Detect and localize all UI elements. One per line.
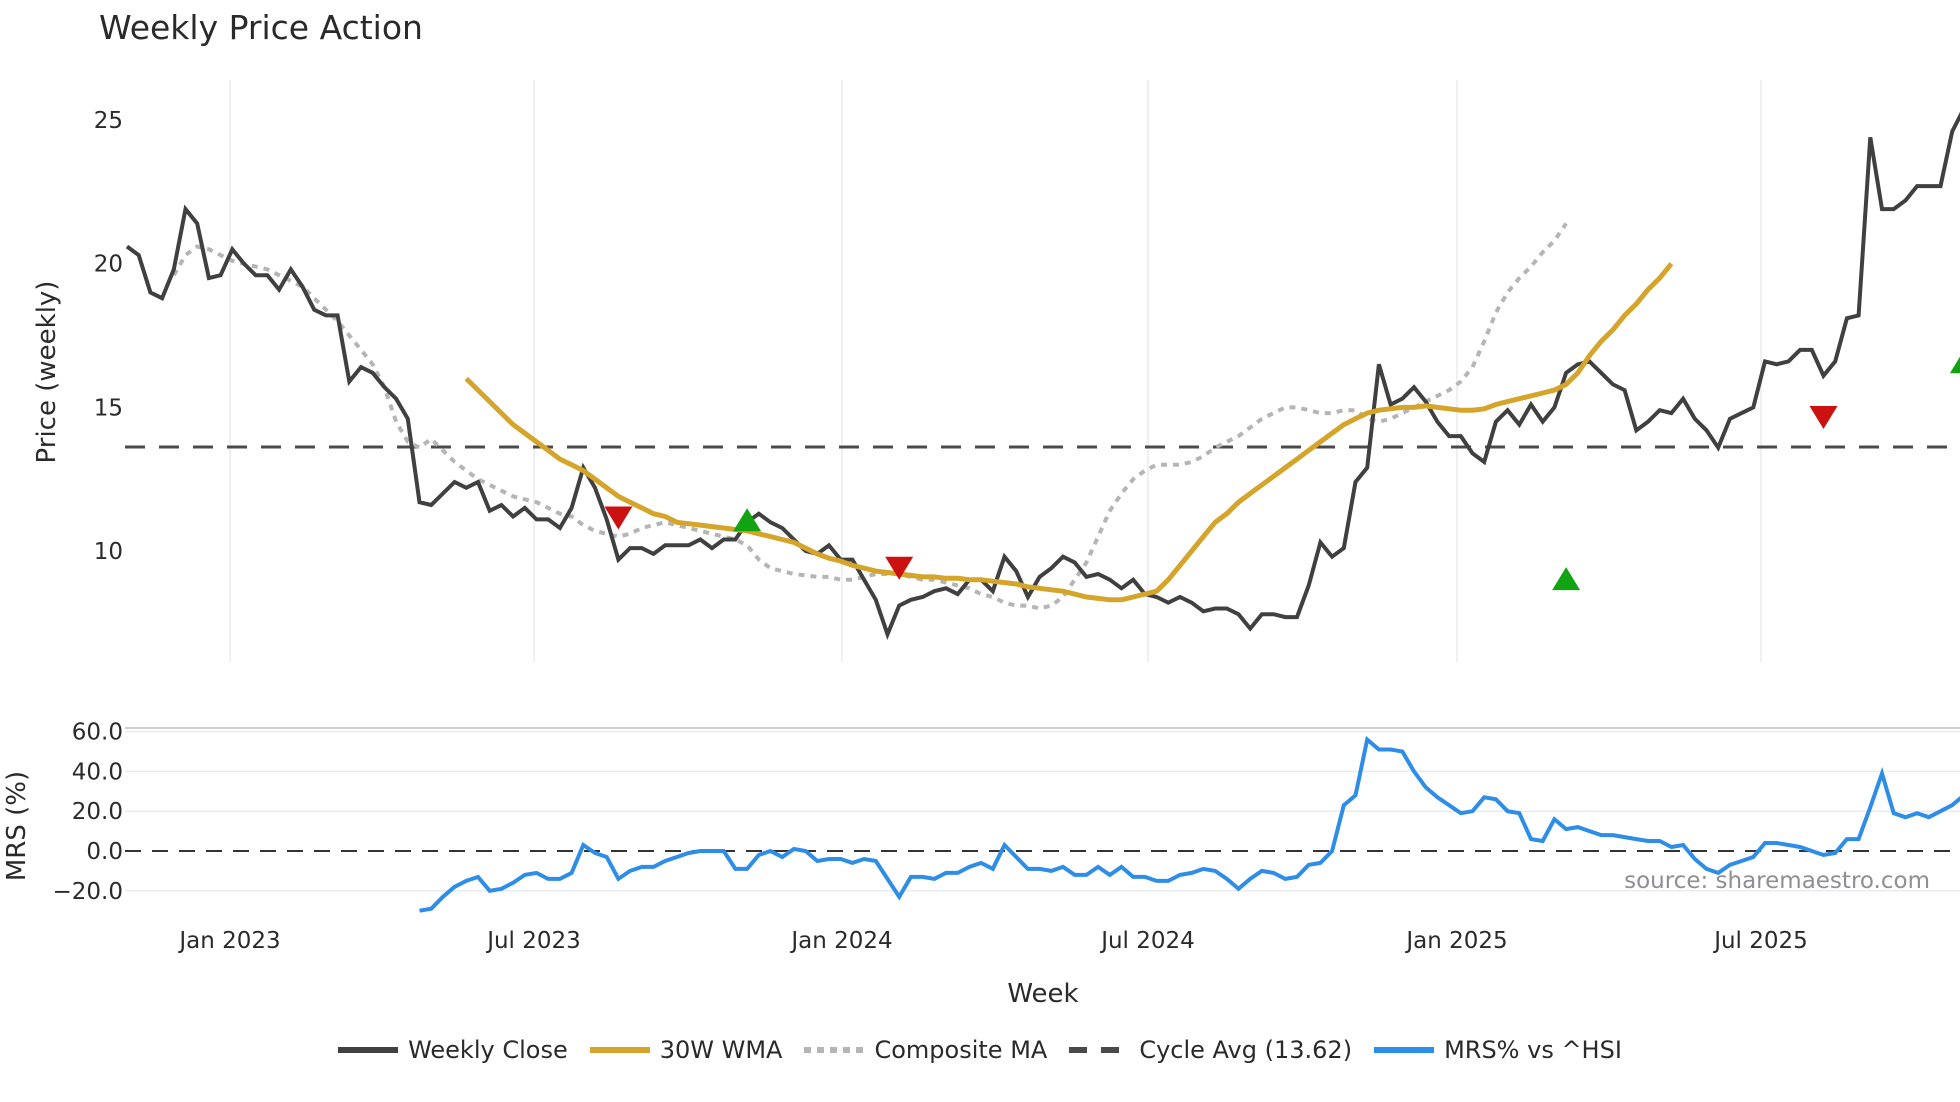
weekly-close-line bbox=[125, 111, 1960, 641]
chart-title: Weekly Price Action bbox=[99, 8, 423, 47]
weekly_close-swatch-icon bbox=[338, 1047, 399, 1053]
sell-signal-down-triangle-icon bbox=[604, 506, 633, 530]
buy-signal-up-triangle-icon bbox=[1949, 356, 1960, 374]
mrs-swatch-icon bbox=[1374, 1047, 1435, 1053]
x-tick-label: Jul 2025 bbox=[1712, 928, 1808, 954]
legend-label: MRS% vs ^HSI bbox=[1444, 1036, 1622, 1064]
legend-item-composite[interactable]: Composite MA bbox=[804, 1036, 1047, 1064]
legend-item-mrs[interactable]: MRS% vs ^HSI bbox=[1374, 1036, 1622, 1064]
signal-markers bbox=[604, 356, 1960, 591]
price-tick-label: 15 bbox=[94, 395, 123, 421]
source-note: source: sharemaestro.com bbox=[1624, 868, 1930, 894]
sell-signal-down-triangle-icon bbox=[1809, 405, 1838, 429]
mrs-tick-label: 60.0 bbox=[72, 720, 123, 746]
cycle-swatch-icon bbox=[1069, 1047, 1130, 1053]
sell-signal-down-triangle-icon bbox=[885, 556, 914, 580]
price-tick-label: 25 bbox=[94, 108, 123, 134]
legend-label: Composite MA bbox=[874, 1036, 1048, 1064]
price-tick-label: 20 bbox=[94, 252, 123, 278]
legend-label: 30W WMA bbox=[659, 1036, 783, 1064]
x-tick-label: Jan 2023 bbox=[177, 928, 280, 954]
price-series bbox=[125, 111, 1960, 641]
mrs-tick-label: 20.0 bbox=[72, 799, 123, 825]
mrs-line bbox=[419, 735, 1960, 913]
legend-label: Cycle Avg (13.62) bbox=[1139, 1036, 1353, 1064]
mrs-series bbox=[419, 735, 1960, 913]
mrs-axis-title: MRS (%) bbox=[2, 771, 32, 881]
buy-signal-up-triangle-icon bbox=[1552, 567, 1581, 591]
wma-swatch-icon bbox=[589, 1047, 650, 1053]
composite-swatch-icon bbox=[804, 1047, 865, 1053]
mrs-tick-label: 0.0 bbox=[86, 839, 123, 865]
mrs-y-axis: 60.0 40.0 20.0 0.0 −20.0 bbox=[53, 720, 123, 905]
composite-ma-line bbox=[172, 222, 1568, 611]
legend-label: Weekly Close bbox=[408, 1036, 568, 1064]
buy-signal-up-triangle-icon bbox=[733, 508, 762, 532]
x-axis-title: Week bbox=[1007, 979, 1078, 1009]
wma-line bbox=[464, 262, 1674, 603]
legend: Weekly Close 30W WMA Composite MA Cycle Avg… bbox=[0, 1036, 1960, 1064]
x-tick-label: Jul 2024 bbox=[1099, 928, 1195, 954]
mrs-tick-label: −20.0 bbox=[53, 879, 123, 905]
price-axis-title: Price (weekly) bbox=[32, 281, 62, 464]
x-axis: Jan 2023 Jul 2023 Jan 2024 Jul 2024 Jan 2025… bbox=[177, 928, 1807, 954]
legend-item-weekly_close[interactable]: Weekly Close bbox=[338, 1036, 568, 1064]
legend-item-cycle[interactable]: Cycle Avg (13.62) bbox=[1069, 1036, 1352, 1064]
price-y-axis: 10 15 20 25 bbox=[94, 108, 123, 565]
gridlines bbox=[125, 80, 1960, 892]
x-tick-label: Jan 2025 bbox=[1404, 928, 1507, 954]
x-tick-label: Jul 2023 bbox=[485, 928, 581, 954]
price-tick-label: 10 bbox=[94, 539, 123, 565]
x-tick-label: Jan 2024 bbox=[789, 928, 892, 954]
mrs-tick-label: 40.0 bbox=[72, 759, 123, 785]
legend-item-wma[interactable]: 30W WMA bbox=[589, 1036, 783, 1064]
